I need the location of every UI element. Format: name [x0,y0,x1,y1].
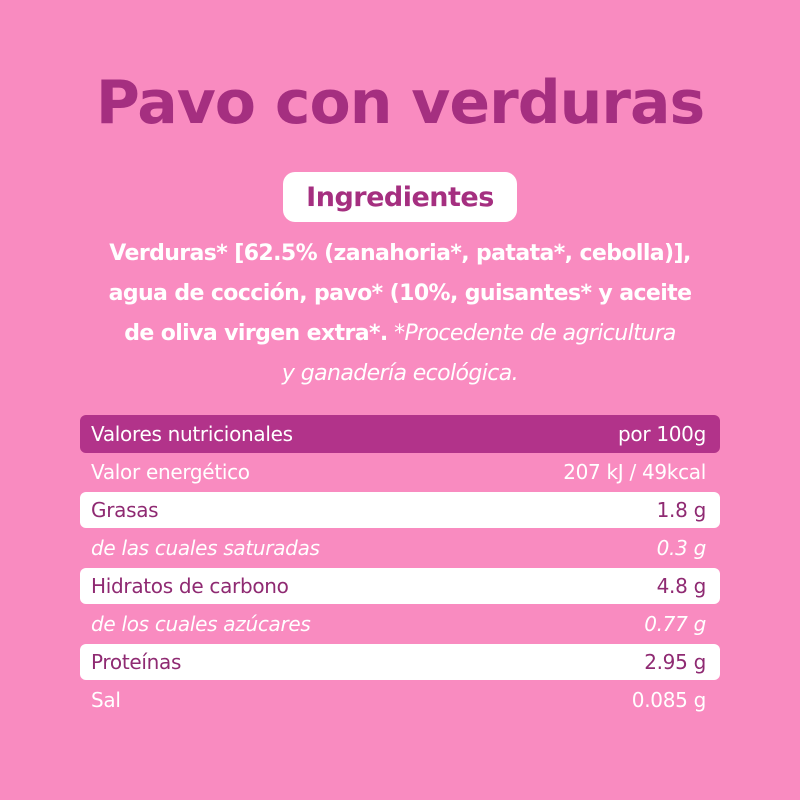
ingredients-text: Verduras* [62.5% (zanahoria*, patata*, c… [60,234,740,394]
nutrition-header: Valores nutricionales por 100g [80,415,720,453]
row-label: Proteínas [91,650,182,674]
row-label: Hidratos de carbono [91,574,289,598]
nutrition-row-energy: Valor energético 207 kJ / 49kcal [80,453,720,491]
row-label: Valor energético [91,460,250,484]
row-label: Sal [91,688,121,712]
row-label: de los cuales azúcares [91,612,311,636]
row-label: de las cuales saturadas [91,536,320,560]
product-title: Pavo con verduras [95,68,705,138]
nutrition-table: Valores nutricionales por 100g Valor ene… [80,415,720,719]
organic-note-cont: y ganadería ecológica. [281,361,519,386]
nutrition-row-protein: Proteínas 2.95 g [80,644,720,680]
ingredients-heading: Ingredientes [283,172,517,222]
ingredients-line-3: de oliva virgen extra*. [124,321,388,346]
row-value: 2.95 g [644,650,706,674]
row-value: 4.8 g [656,574,707,598]
row-value: 0.3 g [656,536,707,560]
nutrition-row-carbs: Hidratos de carbono 4.8 g [80,568,720,604]
nutrition-row-saturated: de las cuales saturadas 0.3 g [80,529,720,567]
organic-note: *Procedente de agricultura [387,321,676,346]
header-value: por 100g [618,422,706,446]
nutrition-row-salt: Sal 0.085 g [80,681,720,719]
ingredients-line-1: Verduras* [62.5% (zanahoria*, patata*, c… [109,241,691,266]
ingredients-line-2: agua de cocción, pavo* (10%, guisantes* … [108,281,692,306]
nutrition-row-sugars: de los cuales azúcares 0.77 g [80,605,720,643]
header-label: Valores nutricionales [91,422,293,446]
row-value: 0.085 g [631,688,707,712]
row-label: Grasas [91,498,159,522]
row-value: 207 kJ / 49kcal [563,460,706,484]
nutrition-row-fat: Grasas 1.8 g [80,492,720,528]
row-value: 0.77 g [644,612,706,636]
row-value: 1.8 g [656,498,707,522]
